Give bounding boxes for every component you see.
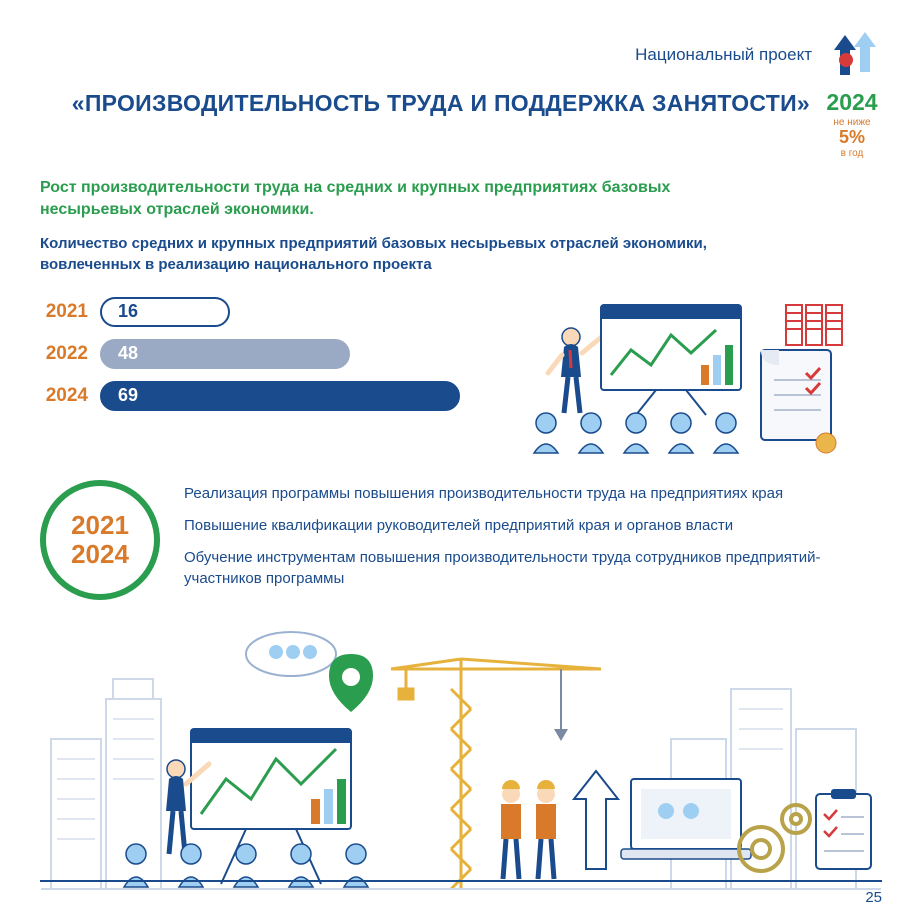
- bar-year-label: 2021: [40, 301, 100, 323]
- footer-rule: [40, 880, 882, 882]
- page-title: «ПРОИЗВОДИТЕЛЬНОСТЬ ТРУДА И ПОДДЕРЖКА ЗА…: [40, 90, 810, 117]
- bar-shape: 69: [100, 381, 460, 411]
- target-badge: 2024 не ниже 5% в год: [822, 90, 882, 159]
- supertitle: Национальный проект: [635, 45, 812, 65]
- bar-chart: 202116202248202469: [40, 295, 470, 421]
- period-start: 2021: [71, 511, 129, 540]
- intro-text-green: Рост производительности труда на средних…: [40, 177, 720, 220]
- bar-row: 202469: [40, 379, 470, 413]
- bullet-list: Реализация программы повышения производи…: [184, 480, 882, 601]
- logo-icon: [822, 30, 882, 80]
- bar-shape: 16: [100, 297, 230, 327]
- period-end: 2024: [71, 540, 129, 569]
- bar-row: 202248: [40, 337, 470, 371]
- illustration-presentation: [490, 295, 882, 460]
- illustration-city: [40, 619, 882, 899]
- bar-row: 202116: [40, 295, 470, 329]
- bullet-item: Реализация программы повышения производи…: [184, 484, 882, 504]
- bullet-item: Обучение инструментам повышения производ…: [184, 548, 882, 589]
- intro-text-blue: Количество средних и крупных предприятий…: [40, 234, 720, 275]
- bar-year-label: 2022: [40, 343, 100, 365]
- bullet-item: Повышение квалификации руководителей пре…: [184, 516, 882, 536]
- bar-year-label: 2024: [40, 385, 100, 407]
- target-year: 2024: [822, 90, 882, 115]
- period-circle: 2021 2024: [40, 480, 160, 600]
- page-number: 25: [865, 889, 882, 906]
- bar-shape: 48: [100, 339, 350, 369]
- target-percent: 5%: [822, 128, 882, 148]
- target-line2: в год: [822, 148, 882, 159]
